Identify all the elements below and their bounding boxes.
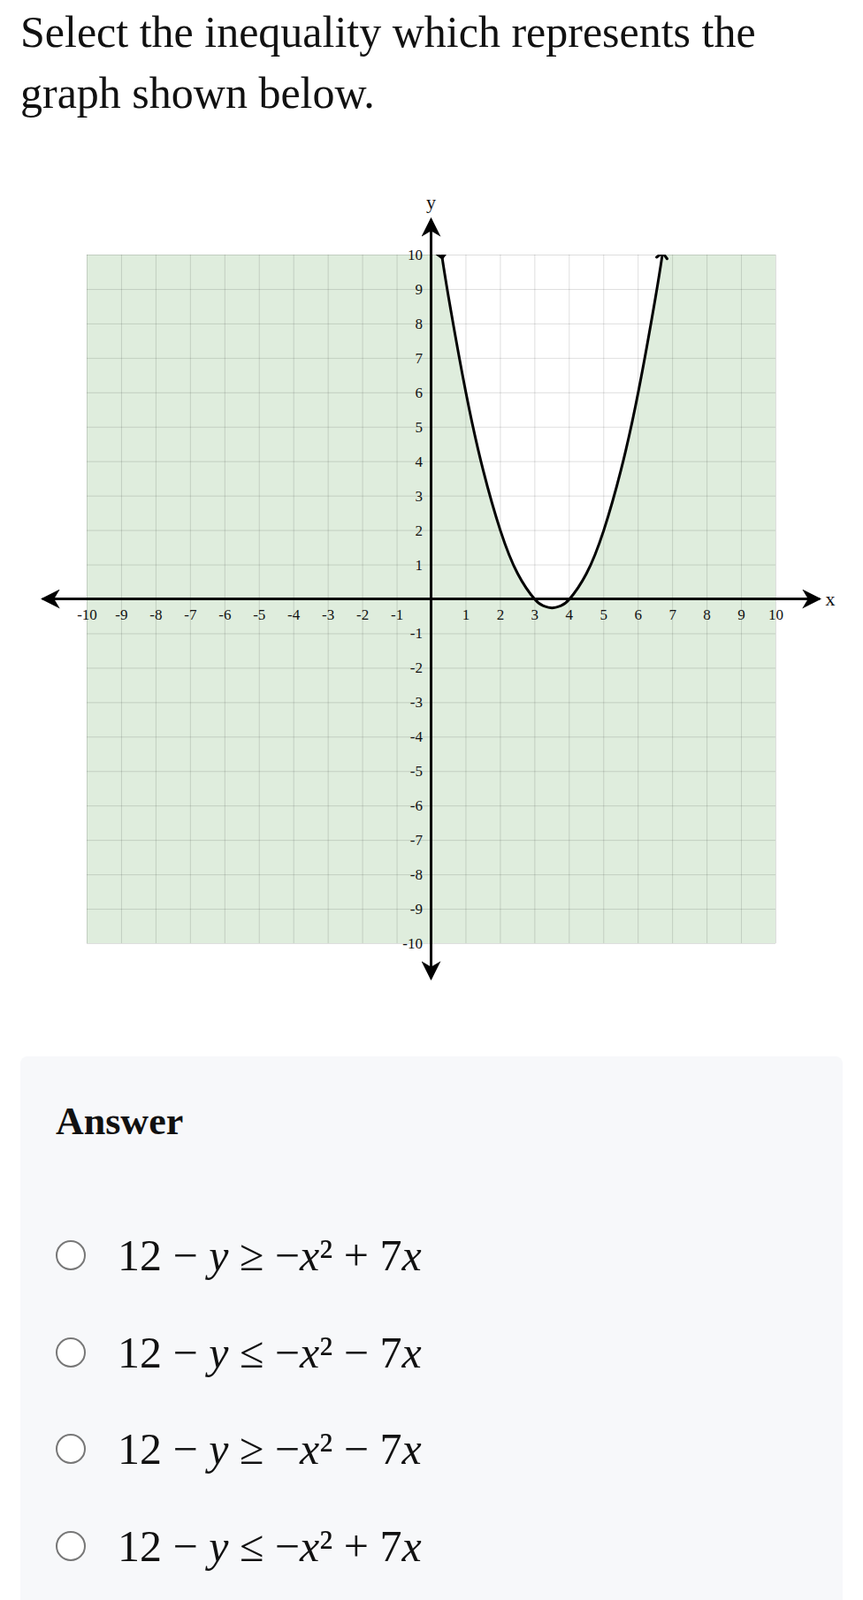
svg-text:-6: -6 bbox=[218, 606, 231, 624]
html-text:12 − y ≥ − x ² + 7 x: 12 − y ≥ − x ² + 7 x bbox=[117, 1230, 422, 1281]
svg-text:5: 5 bbox=[600, 606, 609, 624]
svg-text:7: 7 bbox=[668, 606, 677, 624]
svg-text:1: 1 bbox=[415, 556, 424, 573]
svg-text:-1: -1 bbox=[410, 625, 423, 642]
svg-text:3: 3 bbox=[531, 606, 540, 624]
svg-text:7: 7 bbox=[415, 350, 424, 367]
svg-text:-6: -6 bbox=[410, 797, 423, 815]
svg-text:-1: -1 bbox=[390, 606, 404, 624]
svg-text:8: 8 bbox=[702, 606, 711, 624]
svg-text:-3: -3 bbox=[321, 606, 335, 624]
svg-text:-8: -8 bbox=[149, 606, 162, 624]
svg-text:3: 3 bbox=[415, 488, 424, 505]
svg-text:9: 9 bbox=[415, 281, 424, 298]
svg-text:-7: -7 bbox=[410, 832, 424, 849]
svg-text:-2: -2 bbox=[410, 659, 423, 677]
svg-text:10: 10 bbox=[768, 606, 784, 624]
svg-text:5: 5 bbox=[415, 419, 424, 436]
svg-text:-3: -3 bbox=[410, 694, 423, 711]
html-text:12 − y ≤ − x ² + 7 x: 12 − y ≤ − x ² + 7 x bbox=[117, 1521, 422, 1571]
svg-text:-5: -5 bbox=[252, 606, 266, 624]
svg-text:2: 2 bbox=[415, 522, 424, 540]
svg-text:10: 10 bbox=[407, 246, 423, 264]
html-text:12 − y ≤ − x ² − 7 x: 12 − y ≤ − x ² − 7 x bbox=[117, 1327, 422, 1378]
svg-text:6: 6 bbox=[415, 384, 424, 402]
svg-text:-4: -4 bbox=[287, 606, 301, 624]
svg-text:-4: -4 bbox=[410, 728, 424, 746]
svg-text:-8: -8 bbox=[410, 866, 423, 884]
svg-text:4: 4 bbox=[565, 606, 574, 624]
svg-text:4: 4 bbox=[415, 453, 424, 471]
html-text:Select the inequality which re: Select the inequality which represents t… bbox=[20, 7, 756, 118]
svg-text:6: 6 bbox=[633, 606, 642, 624]
svg-text:-9: -9 bbox=[410, 901, 423, 918]
html-text:Answer: Answer bbox=[55, 1099, 184, 1144]
svg-text:8: 8 bbox=[415, 315, 424, 333]
svg-text:-7: -7 bbox=[183, 606, 198, 624]
svg-text:-9: -9 bbox=[114, 606, 128, 624]
svg-text:1: 1 bbox=[462, 606, 471, 624]
svg-text:x: x bbox=[825, 588, 836, 611]
html-text:12 − y ≥ − x ² − 7 x: 12 − y ≥ − x ² − 7 x bbox=[117, 1424, 422, 1474]
svg-text:-5: -5 bbox=[410, 763, 423, 780]
svg-text:y: y bbox=[426, 190, 436, 214]
svg-text:2: 2 bbox=[496, 606, 505, 624]
svg-text:-10: -10 bbox=[402, 935, 423, 953]
svg-text:-10: -10 bbox=[76, 606, 98, 624]
svg-text:-2: -2 bbox=[356, 606, 369, 624]
svg-text:9: 9 bbox=[737, 606, 746, 624]
